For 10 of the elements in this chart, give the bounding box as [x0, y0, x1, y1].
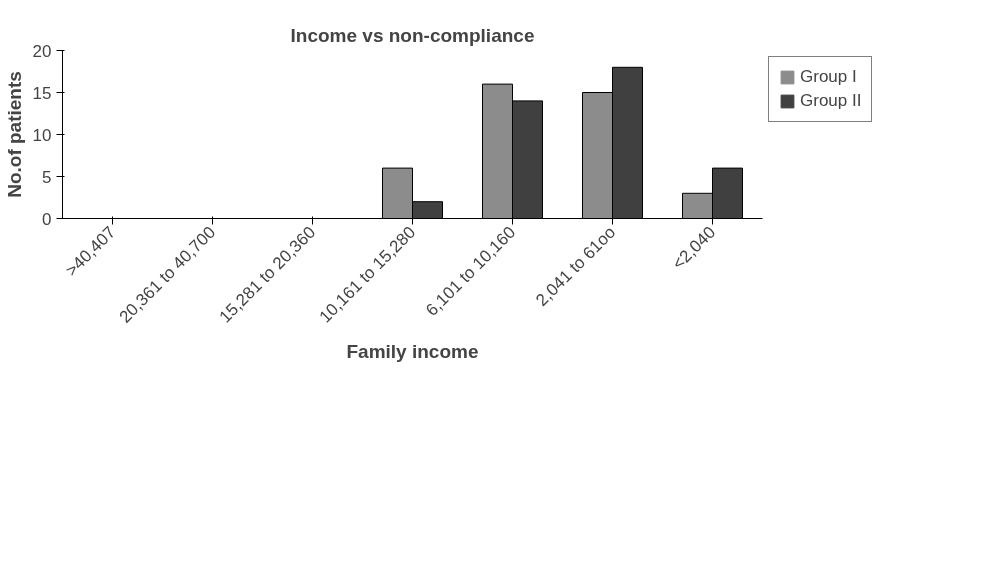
y-axis-title: No.of patients — [3, 71, 25, 198]
chart-title: Income vs non-compliance — [290, 24, 535, 46]
y-tick-label: 0 — [42, 209, 52, 229]
y-tick-label: 15 — [32, 83, 52, 103]
legend-label: Group I — [800, 67, 857, 87]
x-axis-title: Family income — [346, 341, 479, 363]
y-tick-label: 20 — [32, 41, 52, 61]
y-tick-label: 10 — [32, 125, 52, 145]
legend-label: Group II — [800, 91, 862, 111]
y-tick-label: 5 — [42, 167, 52, 187]
